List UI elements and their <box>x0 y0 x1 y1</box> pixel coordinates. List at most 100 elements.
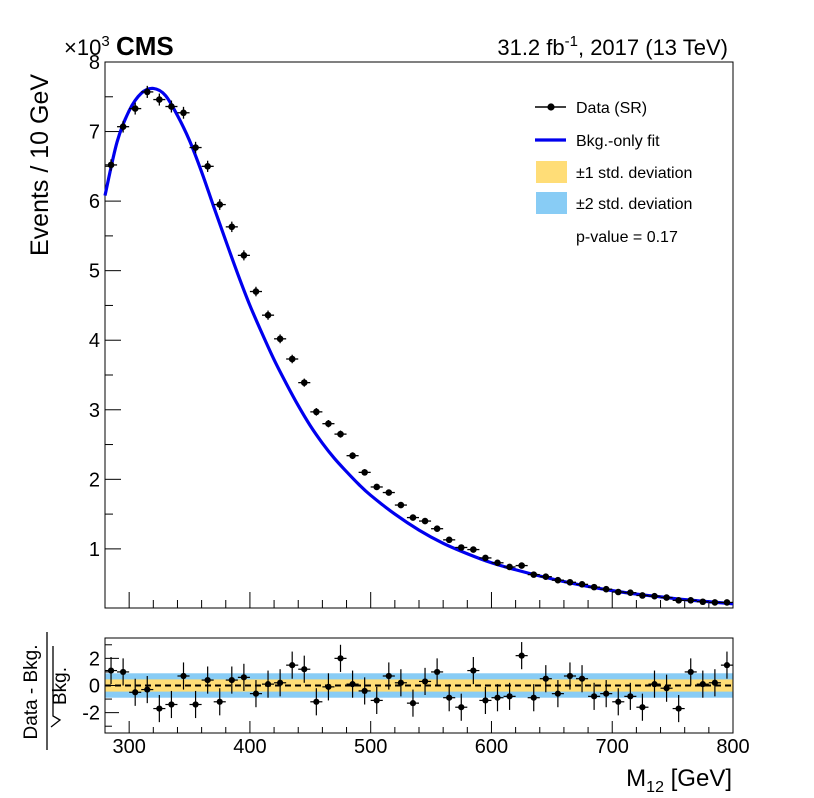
ratio-data-point <box>141 676 154 704</box>
ratio-data-point <box>237 663 250 691</box>
ratio-data-point <box>189 690 202 719</box>
ratio-data-point <box>551 680 564 708</box>
ratio-data-points <box>105 642 733 723</box>
ratio-data-point <box>249 680 262 708</box>
main-data-point <box>237 250 250 261</box>
ratio-y-label: Data - Bkg. Bkg. <box>21 632 71 750</box>
ratio-data-point <box>201 666 214 694</box>
ratio-x-axis: 300 400 500 600 700 800 <box>112 721 750 758</box>
ratio-data-point <box>600 680 613 708</box>
main-ytick-label-1: 1 <box>89 539 100 561</box>
ratio-data-point <box>684 658 697 686</box>
ratio-y-label-denominator: Bkg. <box>50 667 71 705</box>
ratio-data-point <box>527 684 540 712</box>
ratio-data-point <box>105 657 118 685</box>
ratio-data-point <box>576 665 589 693</box>
xtick-label-400: 400 <box>233 736 266 758</box>
main-data-point <box>129 102 142 115</box>
ratio-data-point <box>636 693 649 721</box>
main-data-point <box>382 489 395 496</box>
experiment-label: CMS <box>116 31 174 61</box>
main-data-point <box>624 589 637 596</box>
main-ytick-label-3: 3 <box>89 400 100 422</box>
main-panel: 1 2 3 4 5 6 7 8 Events / 10 GeV <box>26 52 734 609</box>
ratio-data-point <box>213 688 226 716</box>
legend-data-marker <box>547 103 555 111</box>
main-data-point <box>105 159 118 171</box>
x-axis-label: M12 [GeV] <box>626 765 732 796</box>
main-data-point <box>588 583 601 591</box>
ratio-data-point <box>624 682 637 710</box>
ratio-data-point <box>394 669 407 697</box>
main-data-point <box>141 85 154 98</box>
main-data-point <box>165 100 178 113</box>
xtick-label-300: 300 <box>112 736 145 758</box>
ratio-data-point <box>443 684 456 712</box>
main-data-point <box>117 120 130 133</box>
main-ytick-label-8: 8 <box>89 52 100 74</box>
ratio-data-point <box>515 642 528 670</box>
ratio-data-point <box>491 684 504 712</box>
main-data-point <box>684 597 697 604</box>
ratio-data-point <box>431 658 444 686</box>
main-data-point <box>189 141 202 154</box>
ratio-data-point <box>419 667 432 695</box>
ratio-data-point <box>370 686 383 714</box>
main-data-point <box>648 592 661 600</box>
main-data-point <box>322 420 335 428</box>
main-data-point <box>419 517 432 525</box>
ratio-ytick-label--2: -2 <box>82 703 100 725</box>
main-data-point <box>262 310 275 320</box>
main-y-axis: 1 2 3 4 5 6 7 8 <box>89 52 121 561</box>
main-data-point <box>720 599 733 606</box>
ratio-data-point <box>358 677 371 705</box>
main-data-point <box>431 525 444 533</box>
ratio-data-point <box>346 670 359 698</box>
ratio-data-point <box>406 689 419 717</box>
main-data-point <box>153 93 166 106</box>
main-data-points <box>105 85 733 606</box>
main-data-point <box>636 592 649 599</box>
main-data-point <box>672 597 685 604</box>
sqrt-symbol <box>50 646 62 728</box>
fit-curve <box>103 86 734 606</box>
ratio-data-point <box>612 688 625 716</box>
main-data-point <box>370 483 383 491</box>
xtick-label-700: 700 <box>596 736 629 758</box>
ratio-data-point <box>660 674 673 702</box>
main-data-point <box>274 334 287 344</box>
main-data-point <box>201 160 214 172</box>
main-ytick-label-6: 6 <box>89 191 100 213</box>
main-data-point <box>346 452 359 460</box>
main-data-point <box>467 546 480 553</box>
ratio-data-point <box>177 662 190 690</box>
ratio-data-point <box>672 695 685 723</box>
main-data-point <box>503 563 516 571</box>
legend-band1-label: ±1 std. deviation <box>576 165 692 182</box>
main-data-point <box>563 578 576 586</box>
main-data-point <box>298 378 311 387</box>
ratio-data-point <box>117 658 130 686</box>
ratio-ytick-label-2: 2 <box>89 648 100 670</box>
main-data-point <box>249 286 262 297</box>
main-data-point <box>334 430 347 438</box>
ratio-y-label-numerator: Data - Bkg. <box>21 644 42 739</box>
ratio-data-point <box>322 673 335 701</box>
main-data-point <box>551 576 564 584</box>
ratio-data-point <box>648 670 661 698</box>
y-multiplier: ×103 <box>64 33 110 60</box>
ratio-panel: -2 0 2 300 400 500 600 700 800 Data - Bkg. Bkg.… <box>21 632 750 796</box>
ratio-data-point <box>262 670 275 698</box>
lumi-label: 31.2 fb-1, 2017 (13 TeV) <box>497 33 728 60</box>
ratio-data-point <box>503 682 516 710</box>
ratio-data-point <box>696 670 709 698</box>
ratio-data-point <box>286 651 299 679</box>
main-data-point <box>491 559 504 567</box>
legend-band2-label: ±2 std. deviation <box>576 196 692 213</box>
xtick-label-500: 500 <box>354 736 387 758</box>
main-data-point <box>612 588 625 596</box>
main-data-point <box>177 106 190 119</box>
main-ytick-label-2: 2 <box>89 469 100 491</box>
main-data-point <box>696 598 709 606</box>
